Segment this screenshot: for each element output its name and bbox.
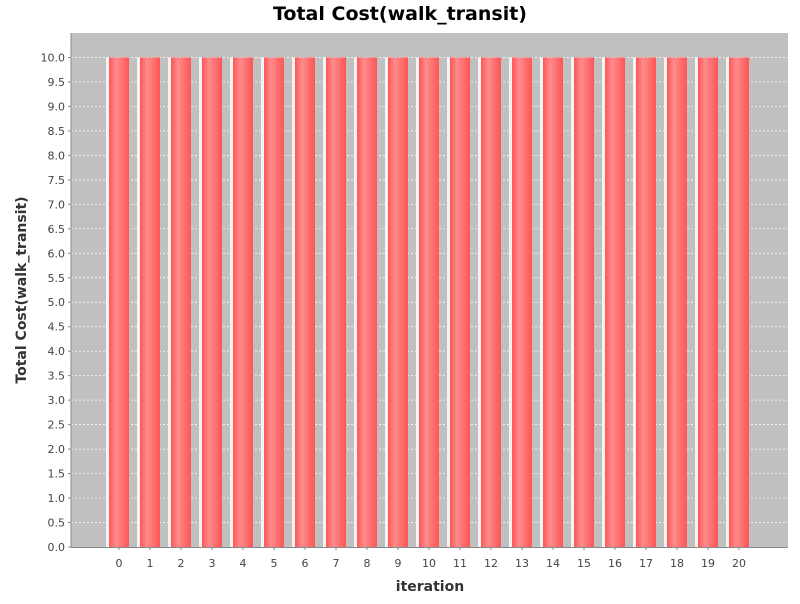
y-tick-label: 3.5 — [48, 370, 66, 383]
x-tick-label: 3 — [209, 557, 216, 570]
x-tick-label: 1 — [147, 557, 154, 570]
bar — [171, 57, 191, 547]
x-tick-label: 19 — [701, 557, 715, 570]
x-tick-label: 0 — [116, 557, 123, 570]
y-tick-label: 7.0 — [48, 198, 66, 211]
y-axis-ticks: 0.0 0.5 1.0 1.5 2.0 2.5 3.0 3.5 4.0 4.5 5.0 5.5 6.0 6… — [41, 51, 71, 554]
x-tick-label: 13 — [515, 557, 529, 570]
bar — [388, 57, 408, 547]
bars — [106, 57, 749, 547]
y-tick-label: 2.0 — [48, 443, 66, 456]
y-tick-label: 9.0 — [48, 100, 66, 113]
x-axis-title: iteration — [396, 579, 464, 595]
y-tick-label: 3.0 — [48, 394, 66, 407]
x-tick-label: 6 — [302, 557, 309, 570]
bar — [140, 57, 160, 547]
bar — [357, 57, 377, 547]
x-tick-label: 12 — [484, 557, 498, 570]
bar — [729, 57, 749, 547]
x-tick-label: 5 — [271, 557, 278, 570]
y-tick-label: 4.0 — [48, 345, 66, 358]
y-axis-title: Total Cost(walk_transit) — [14, 196, 30, 383]
y-tick-label: 5.0 — [48, 296, 66, 309]
y-tick-label: 4.5 — [48, 321, 66, 334]
y-tick-label: 0.0 — [48, 541, 66, 554]
x-tick-label: 17 — [639, 557, 653, 570]
y-tick-label: 7.5 — [48, 174, 66, 187]
y-tick-label: 0.5 — [48, 517, 66, 530]
bar — [295, 57, 315, 547]
bar — [543, 57, 563, 547]
bar — [450, 57, 470, 547]
bar — [667, 57, 687, 547]
x-tick-label: 16 — [608, 557, 622, 570]
x-tick-label: 18 — [670, 557, 684, 570]
y-tick-label: 10.0 — [41, 51, 66, 64]
x-tick-label: 20 — [732, 557, 746, 570]
bar — [202, 57, 222, 547]
x-tick-label: 15 — [577, 557, 591, 570]
bar — [605, 57, 625, 547]
y-tick-label: 8.0 — [48, 149, 66, 162]
bar — [233, 57, 253, 547]
chart-title: Total Cost(walk_transit) — [273, 3, 527, 25]
y-tick-label: 2.5 — [48, 419, 66, 432]
bar — [109, 57, 129, 547]
x-tick-label: 2 — [178, 557, 185, 570]
bar — [419, 57, 439, 547]
x-tick-label: 9 — [395, 557, 402, 570]
x-axis-ticks: 0 1 2 3 4 5 6 7 8 9 10 11 12 13 14 15 16 17 18 19 20 — [116, 547, 746, 570]
y-tick-label: 8.5 — [48, 125, 66, 138]
y-tick-label: 5.5 — [48, 272, 66, 285]
bar — [512, 57, 532, 547]
y-tick-label: 1.0 — [48, 492, 66, 505]
x-tick-label: 8 — [364, 557, 371, 570]
bar — [636, 57, 656, 547]
x-tick-label: 7 — [333, 557, 340, 570]
x-tick-label: 14 — [546, 557, 560, 570]
y-tick-label: 1.5 — [48, 468, 66, 481]
bar — [326, 57, 346, 547]
y-tick-label: 9.5 — [48, 76, 66, 89]
bar — [481, 57, 501, 547]
x-tick-label: 10 — [422, 557, 436, 570]
y-tick-label: 6.5 — [48, 223, 66, 236]
bar — [574, 57, 594, 547]
bar — [264, 57, 284, 547]
x-tick-label: 11 — [453, 557, 467, 570]
bar — [698, 57, 718, 547]
y-tick-label: 6.0 — [48, 247, 66, 260]
x-tick-label: 4 — [240, 557, 247, 570]
